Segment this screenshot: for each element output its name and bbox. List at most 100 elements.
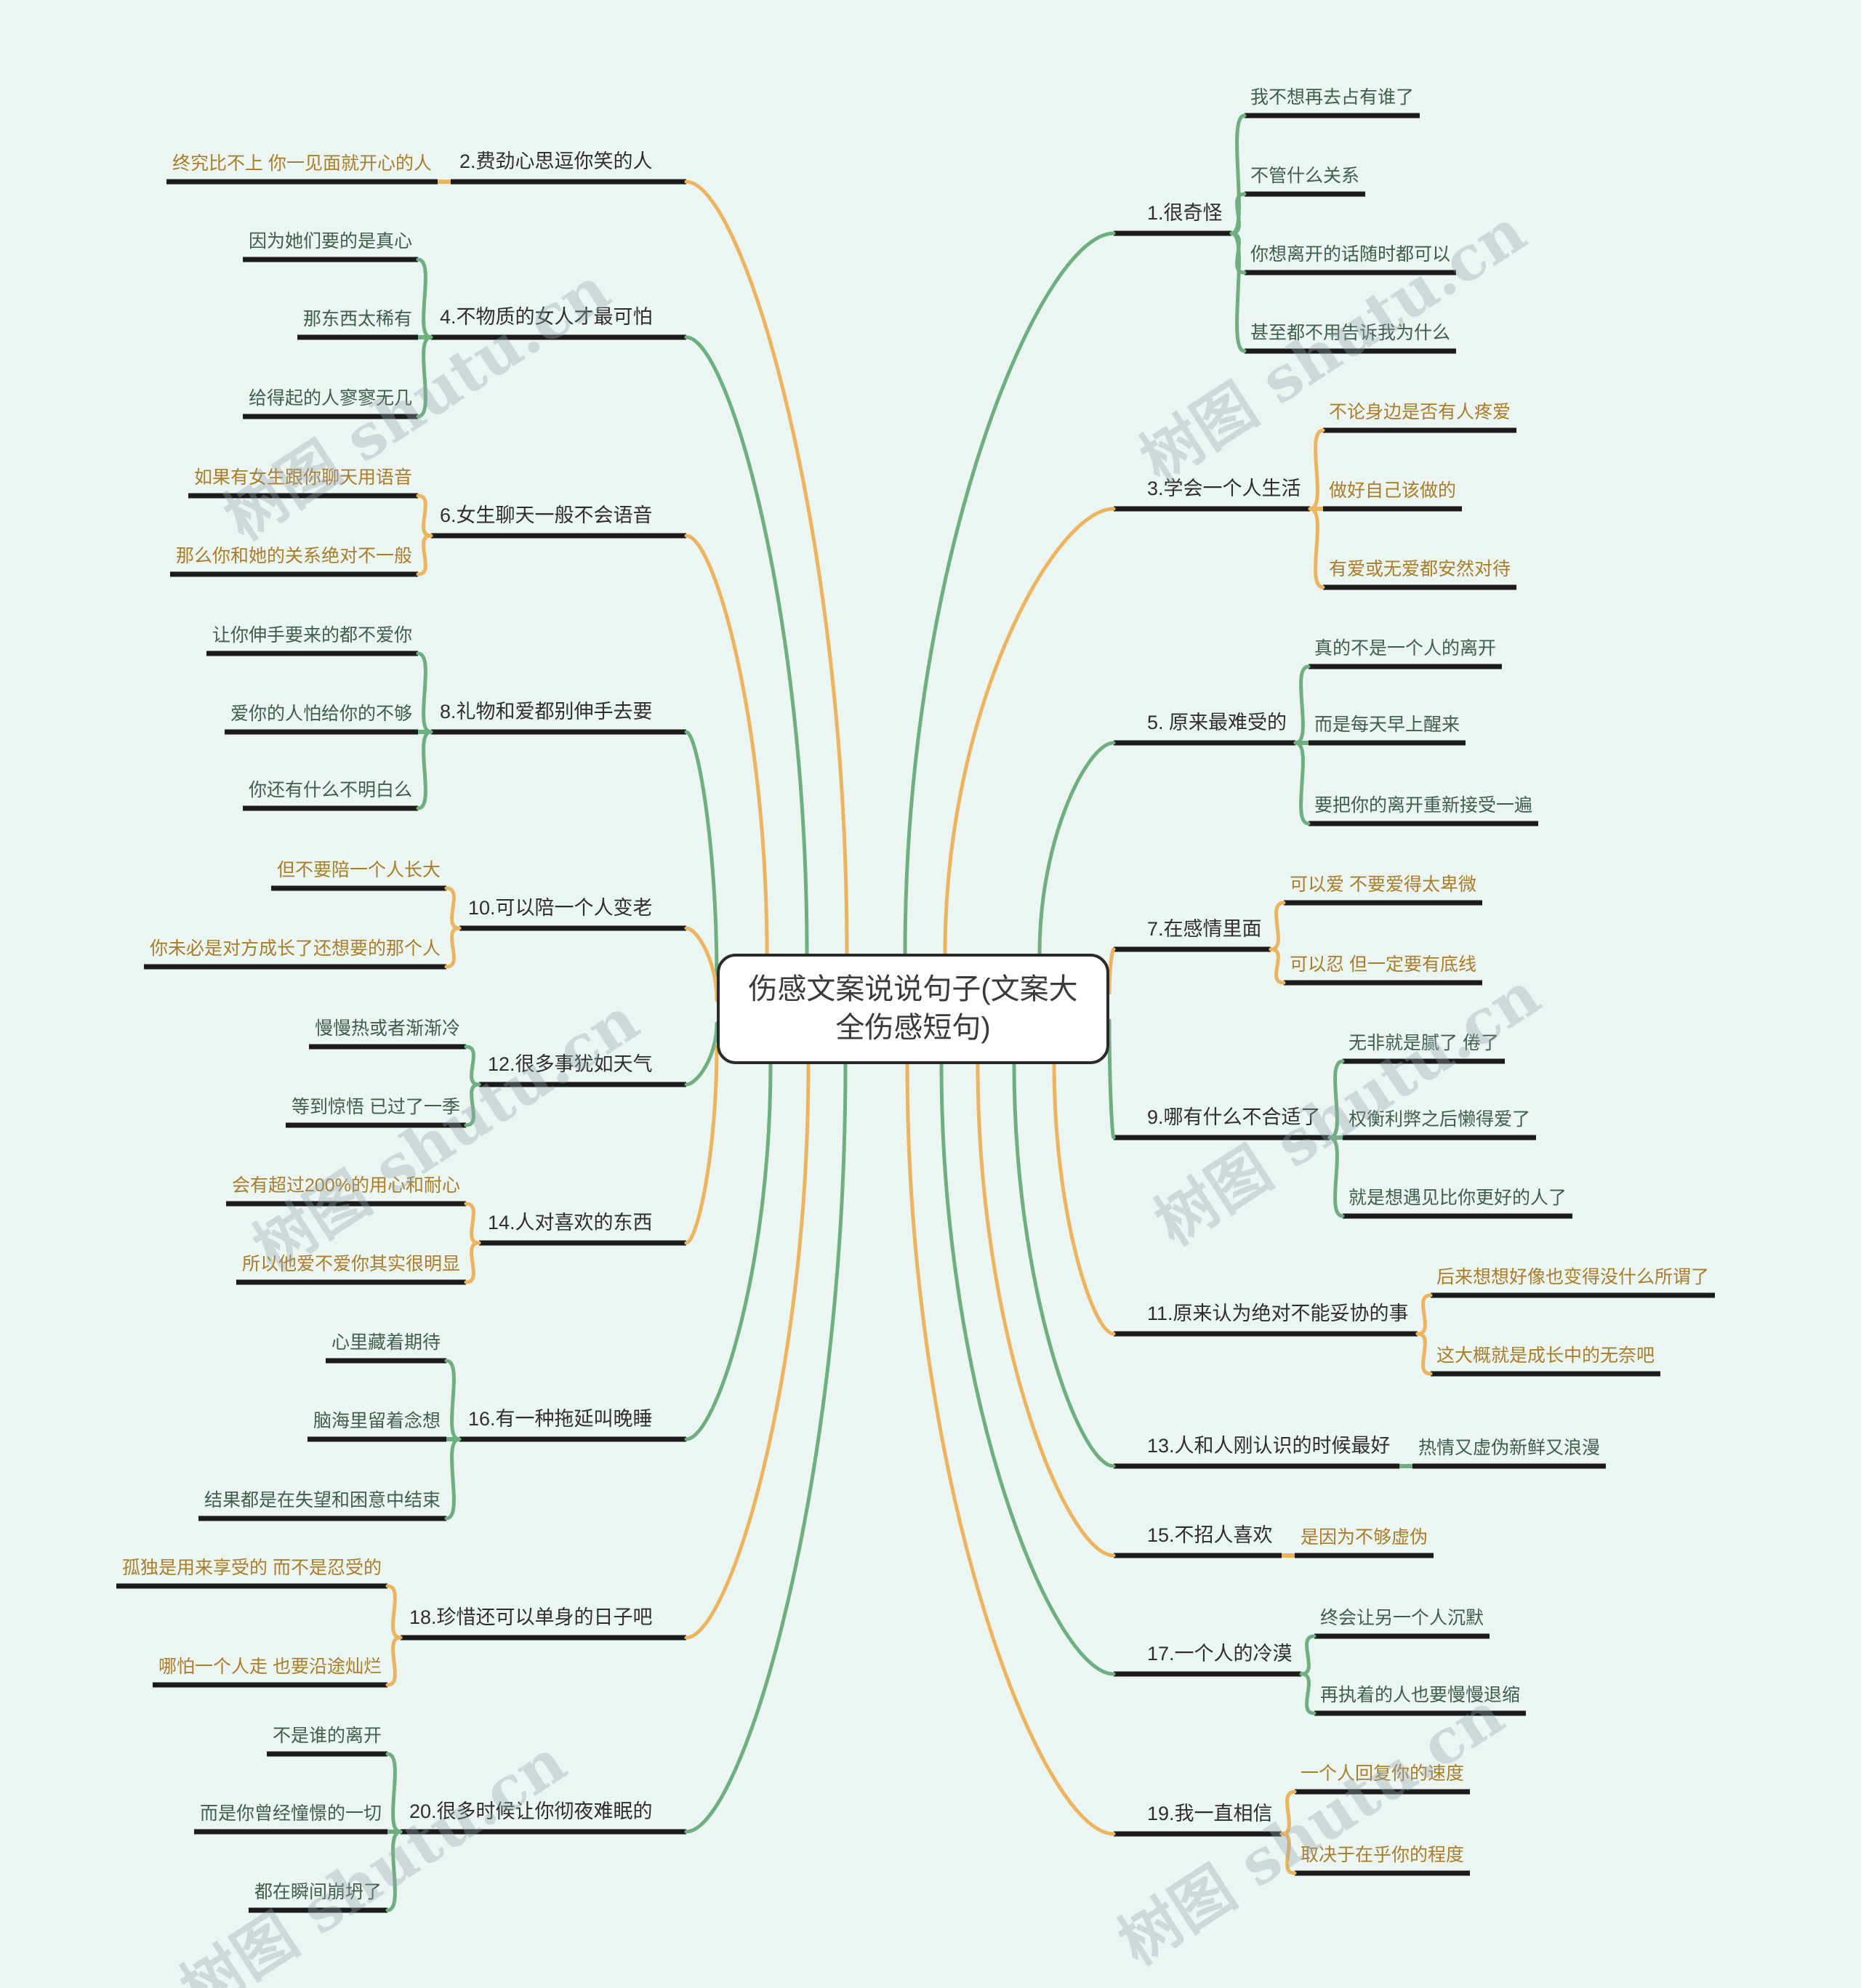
branch-child-text[interactable]: 热情又虚伪新鲜又浪漫 [1418, 1438, 1601, 1458]
connector-curve [905, 1062, 1116, 1836]
branch-child-text[interactable]: 有爱或无爱都安然对待 [1329, 559, 1511, 579]
child-bracket [1308, 428, 1325, 511]
branch-child-text[interactable]: 而是你曾经憧憬的一切 [200, 1803, 382, 1824]
branch-title[interactable]: 19.我一直相信 [1147, 1803, 1273, 1824]
connector-curve [684, 730, 719, 979]
connector-curve [684, 1062, 811, 1640]
branch-title[interactable]: 17.一个人的冷漠 [1147, 1643, 1293, 1665]
branch-child-text[interactable]: 甚至都不用告诉我为什么 [1250, 323, 1451, 343]
branch-child-text[interactable]: 你想离开的话随时都可以 [1250, 244, 1451, 265]
branch-title[interactable]: 16.有一种拖延叫晚睡 [468, 1408, 653, 1430]
branch-child-text[interactable]: 哪怕一个人走 也要沿途灿烂 [158, 1657, 382, 1677]
child-bracket [444, 1359, 462, 1441]
connector-curve [684, 534, 769, 956]
branch-child-text[interactable]: 是因为不够虚伪 [1301, 1527, 1428, 1548]
branch-child-text[interactable]: 终会让另一个人沉默 [1320, 1608, 1484, 1628]
branch-child-text[interactable]: 但不要陪一个人长大 [277, 860, 441, 880]
child-bracket [1293, 664, 1311, 745]
child-bracket [385, 1752, 403, 1834]
branch-title[interactable]: 20.很多时候让你彻夜难眠的 [409, 1800, 653, 1822]
branch-child-text[interactable]: 这大概就是成长中的无奈吧 [1436, 1345, 1655, 1366]
connector-curve [684, 180, 849, 956]
branch-title[interactable]: 3.学会一个人生活 [1147, 478, 1301, 499]
child-bracket [1299, 1672, 1317, 1715]
center-topic[interactable]: 伤感文案说说句子(文案大全伤感短句) [717, 954, 1109, 1064]
branch-child-text[interactable]: 再执着的人也要慢慢退缩 [1320, 1685, 1521, 1705]
branch-child-text[interactable]: 如果有女生跟你聊天用语音 [194, 467, 413, 488]
branch-child-text[interactable]: 无非就是腻了 倦了 [1348, 1033, 1499, 1053]
child-bracket [416, 534, 433, 576]
connector-curve [684, 1045, 719, 1245]
branch-title[interactable]: 8.礼物和爱都别伸手去要 [440, 701, 653, 723]
child-bracket [444, 1437, 462, 1521]
branch-child-text[interactable]: 那东西太稀有 [303, 309, 413, 329]
branch-child-text[interactable]: 慢慢热或者渐渐冷 [315, 1018, 461, 1039]
branch-title[interactable]: 11.原来认为绝对不能妥协的事 [1147, 1303, 1409, 1324]
branch-child-text[interactable]: 而是每天早上醒来 [1314, 715, 1460, 735]
branch-child-text[interactable]: 因为她们要的是真心 [249, 231, 413, 251]
branch-child-text[interactable]: 你未必是对方成长了还想要的那个人 [150, 938, 441, 959]
child-bracket [385, 1830, 403, 1912]
child-bracket [385, 1584, 403, 1640]
child-bracket [1229, 113, 1247, 236]
branch-child-text[interactable]: 就是想遇见比你更好的人了 [1348, 1188, 1567, 1208]
branch-title[interactable]: 14.人对喜欢的东西 [488, 1212, 653, 1234]
branch-child-text[interactable]: 等到惊悟 已过了一季 [292, 1097, 460, 1117]
branch-child-text[interactable]: 爱你的人怕给你的不够 [230, 704, 413, 724]
branch-title[interactable]: 12.很多事犹如天气 [488, 1053, 653, 1075]
branch-child-text[interactable]: 孤独是用来享受的 而不是忍受的 [122, 1558, 382, 1578]
branch-child-text[interactable]: 后来想想好像也变得没什么所谓了 [1436, 1267, 1710, 1287]
branch-title[interactable]: 5. 原来最难受的 [1147, 712, 1287, 733]
branch-child-text[interactable]: 我不想再去占有谁了 [1250, 87, 1415, 108]
branch-title[interactable]: 4.不物质的女人才最可怕 [440, 306, 653, 328]
child-bracket [1269, 901, 1286, 951]
child-bracket [444, 886, 462, 930]
branch-child-text[interactable]: 给得起的人寥寥无几 [249, 388, 413, 409]
branch-title[interactable]: 2.费劲心思逗你笑的人 [459, 150, 653, 172]
connector-curve [943, 507, 1116, 956]
connector-curve [684, 926, 719, 1002]
child-bracket [1269, 947, 1286, 985]
branch-child-text[interactable]: 会有超过200%的用心和耐心 [232, 1175, 460, 1196]
branch-child-text[interactable]: 那么你和她的关系绝对不一般 [176, 546, 413, 566]
child-bracket [1327, 1059, 1345, 1140]
branch-title[interactable]: 15.不招人喜欢 [1147, 1524, 1273, 1546]
branch-child-text[interactable]: 不管什么关系 [1250, 166, 1360, 186]
branch-child-text[interactable]: 不是谁的离开 [273, 1726, 382, 1746]
branch-child-text[interactable]: 都在瞬间崩坍了 [254, 1882, 382, 1902]
branch-child-text[interactable]: 你还有什么不明白么 [249, 780, 413, 800]
branch-child-text[interactable]: 要把你的离开重新接受一遍 [1314, 795, 1533, 816]
branch-child-text[interactable]: 所以他爱不爱你其实很明显 [242, 1254, 461, 1274]
branch-child-text[interactable]: 一个人回复你的速度 [1301, 1763, 1465, 1784]
branch-child-text[interactable]: 可以忍 但一定要有底线 [1290, 954, 1476, 975]
branch-child-text[interactable]: 让你伸手要来的都不爱你 [212, 625, 413, 645]
branch-title[interactable]: 18.珍惜还可以单身的日子吧 [409, 1606, 653, 1628]
branch-child-text[interactable]: 权衡利弊之后懒得爱了 [1348, 1109, 1531, 1130]
branch-child-text[interactable]: 结果都是在失望和困意中结束 [204, 1490, 441, 1510]
branch-child-text[interactable]: 不论身边是否有人疼爱 [1329, 402, 1511, 422]
branch-title[interactable]: 6.女生聊天一般不会语音 [440, 504, 653, 526]
connector-curve [1052, 1062, 1116, 1336]
branch-child-text[interactable]: 心里藏着期待 [331, 1332, 441, 1353]
branch-title[interactable]: 13.人和人刚认识的时候最好 [1147, 1435, 1391, 1457]
child-bracket [464, 1241, 481, 1284]
branch-title[interactable]: 7.在感情里面 [1147, 918, 1262, 940]
child-bracket [1327, 1135, 1345, 1218]
branch-title[interactable]: 9.哪有什么不合适了 [1147, 1106, 1321, 1128]
branch-title[interactable]: 10.可以陪一个人变老 [468, 897, 653, 919]
branch-child-text[interactable]: 终究比不上 你一见面就开心的人 [172, 153, 432, 174]
branch-child-text[interactable]: 真的不是一个人的离开 [1314, 638, 1497, 659]
child-bracket [1415, 1332, 1433, 1376]
branch-child-text[interactable]: 可以爱 不要爱得太卑微 [1290, 874, 1476, 895]
connector-curve [684, 1021, 719, 1087]
connector-curve [1037, 741, 1116, 956]
branch-title[interactable]: 1.很奇怪 [1147, 202, 1223, 224]
child-bracket [1279, 1832, 1297, 1875]
branch-child-text[interactable]: 做好自己该做的 [1329, 480, 1457, 501]
child-bracket [385, 1635, 403, 1687]
connector-curve [684, 1062, 773, 1441]
branch-child-text[interactable]: 取决于在乎你的程度 [1301, 1845, 1465, 1865]
branch-child-text[interactable]: 脑海里留着念想 [313, 1411, 441, 1431]
